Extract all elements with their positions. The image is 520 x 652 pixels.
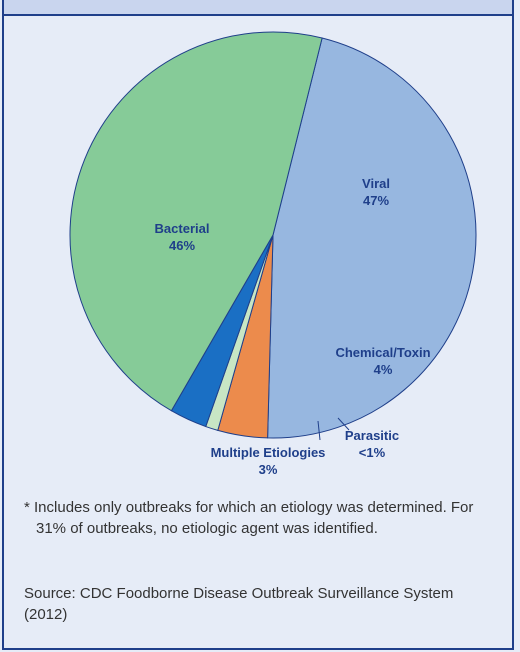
leader-line [337,417,350,431]
slice-label: Chemical/Toxin [335,345,430,360]
pie-slice-viral [267,37,477,439]
footnote: * Includes only outbreaks for which an e… [24,499,474,537]
leader-line [317,420,321,441]
pie-labels: Viral 47% Chemical/Toxin 4% Parasitic <1% Mult… [155,176,431,477]
slice-value-label: <1% [359,445,386,460]
slice-value-label: 3% [259,462,278,477]
slice-label: Parasitic [345,428,399,443]
panel-header [4,0,512,16]
slice-value-label: 4% [374,362,393,377]
source-note: Source: CDC Foodborne Disease Outbreak S… [24,585,454,623]
slice-label: Viral [362,176,390,191]
slice-value-label: 47% [363,193,389,208]
pie-slices [69,31,477,439]
pie-chart: Viral 47% Chemical/Toxin 4% Parasitic <1% Mult… [69,31,477,477]
slice-value-label: 46% [169,238,195,253]
pie-slice-bacterial [69,31,323,412]
slice-label: Multiple Etiologies [211,445,326,460]
slice-label: Bacterial [155,221,210,236]
